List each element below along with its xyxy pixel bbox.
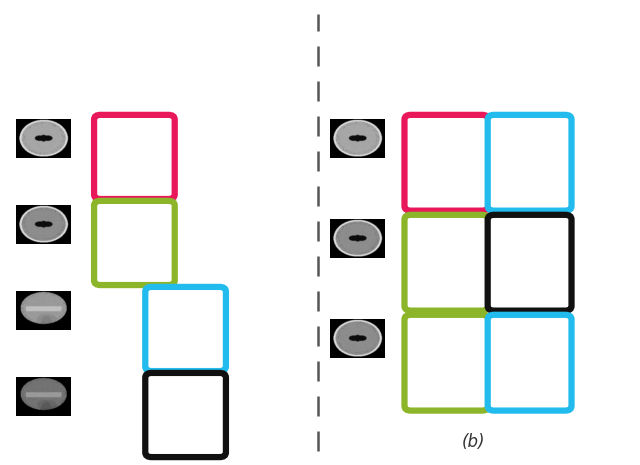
FancyBboxPatch shape: [145, 373, 226, 457]
FancyBboxPatch shape: [94, 201, 175, 285]
FancyBboxPatch shape: [488, 215, 572, 311]
FancyBboxPatch shape: [145, 287, 226, 371]
Text: (b): (b): [462, 433, 485, 451]
FancyBboxPatch shape: [404, 215, 488, 311]
Text: (a): (a): [148, 433, 172, 451]
FancyBboxPatch shape: [488, 315, 572, 411]
FancyBboxPatch shape: [404, 115, 488, 211]
FancyBboxPatch shape: [488, 115, 572, 211]
FancyBboxPatch shape: [404, 315, 488, 411]
FancyBboxPatch shape: [94, 115, 175, 199]
